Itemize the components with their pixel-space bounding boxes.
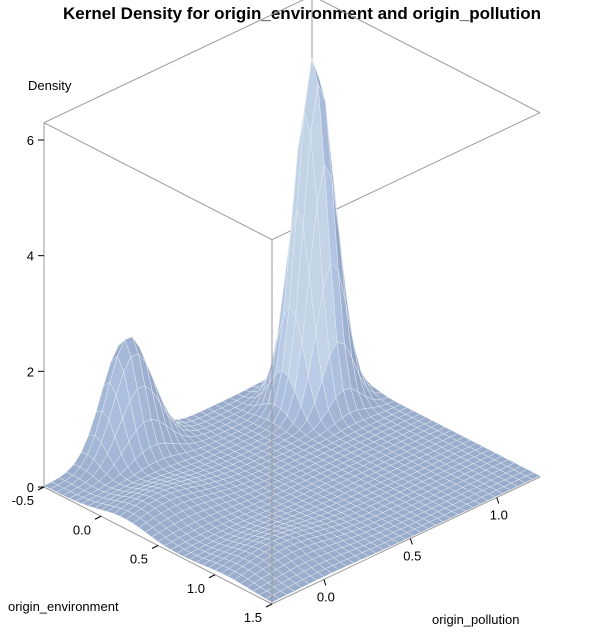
box-edge-top-left — [43, 0, 304, 124]
x-tick-label: 1.0 — [187, 581, 205, 596]
box-edge-top-front — [43, 122, 273, 241]
x-tick-mark — [151, 545, 159, 549]
z-axis-label: Density — [28, 78, 72, 93]
z-tick-label: 4 — [27, 249, 34, 264]
z-tick-label: 0 — [27, 480, 34, 495]
y-tick-label: 0.0 — [317, 589, 335, 604]
x-axis-label: origin_environment — [8, 599, 119, 614]
x-tick-label: -0.5 — [12, 493, 34, 508]
box-edge-top-back — [319, 0, 541, 114]
x-tick-label: 1.5 — [244, 610, 262, 625]
y-tick-mark — [323, 579, 327, 586]
x-tick-label: 0.0 — [73, 522, 91, 537]
box-edge-floor-right — [271, 476, 541, 605]
z-tick-label: 6 — [27, 133, 34, 148]
x-tick-mark — [37, 486, 45, 491]
chart-title: Kernel Density for origin_environment an… — [63, 4, 541, 23]
x-tick-mark — [94, 515, 102, 520]
y-tick-mark — [496, 497, 500, 504]
z-tick-label: 2 — [27, 364, 34, 379]
y-tick-label: 0.5 — [403, 548, 421, 563]
y-axis-label: origin_pollution — [432, 612, 519, 627]
surface-patch — [265, 594, 280, 603]
y-tick-mark — [409, 538, 413, 545]
y-tick-label: 1.0 — [490, 507, 508, 522]
x-tick-label: 0.5 — [130, 552, 148, 567]
x-tick-mark — [265, 603, 273, 608]
density-surface — [43, 58, 541, 603]
axis-ticks: 0 2 4 6 -0.5 0.0 0.5 1.0 1.5 0.0 0.5 1.0 — [12, 133, 508, 625]
x-tick-mark — [208, 574, 216, 579]
